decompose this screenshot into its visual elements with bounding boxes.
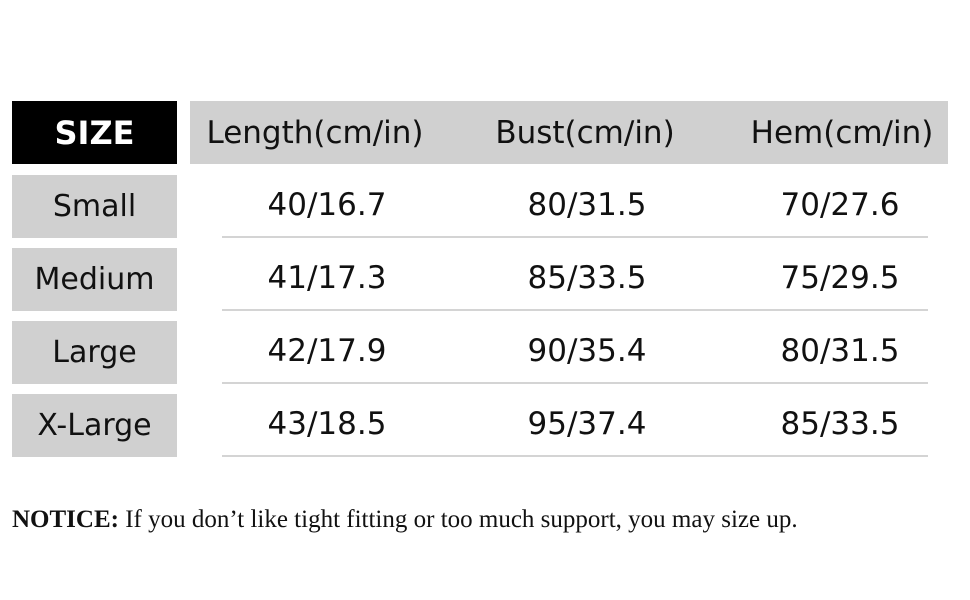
cell: 42/17.9: [267, 332, 387, 369]
notice-label: NOTICE:: [12, 506, 119, 533]
size-header: SIZE: [12, 101, 177, 164]
cell: 43/18.5: [267, 405, 387, 442]
row-label: Large: [12, 321, 177, 384]
row-divider: [222, 236, 928, 238]
cell: 70/27.6: [780, 186, 900, 223]
column-header: Hem(cm/in): [750, 114, 934, 151]
column-header: Bust(cm/in): [495, 114, 675, 151]
cell: 85/33.5: [527, 259, 647, 296]
row-label: X-Large: [12, 394, 177, 457]
cell: 41/17.3: [267, 259, 387, 296]
row-label: Medium: [12, 248, 177, 311]
cell: 90/35.4: [527, 332, 647, 369]
cell: 80/31.5: [527, 186, 647, 223]
notice-text: If you don’t like tight fitting or too m…: [125, 506, 798, 533]
column-header: Length(cm/in): [206, 114, 424, 151]
cell: 40/16.7: [267, 186, 387, 223]
row-divider: [222, 455, 928, 457]
header-bar: [190, 101, 948, 164]
notice: NOTICE: If you don’t like tight fitting …: [12, 506, 798, 534]
cell: 85/33.5: [780, 405, 900, 442]
cell: 95/37.4: [527, 405, 647, 442]
cell: 80/31.5: [780, 332, 900, 369]
cell: 75/29.5: [780, 259, 900, 296]
row-divider: [222, 382, 928, 384]
row-divider: [222, 309, 928, 311]
row-label: Small: [12, 175, 177, 238]
